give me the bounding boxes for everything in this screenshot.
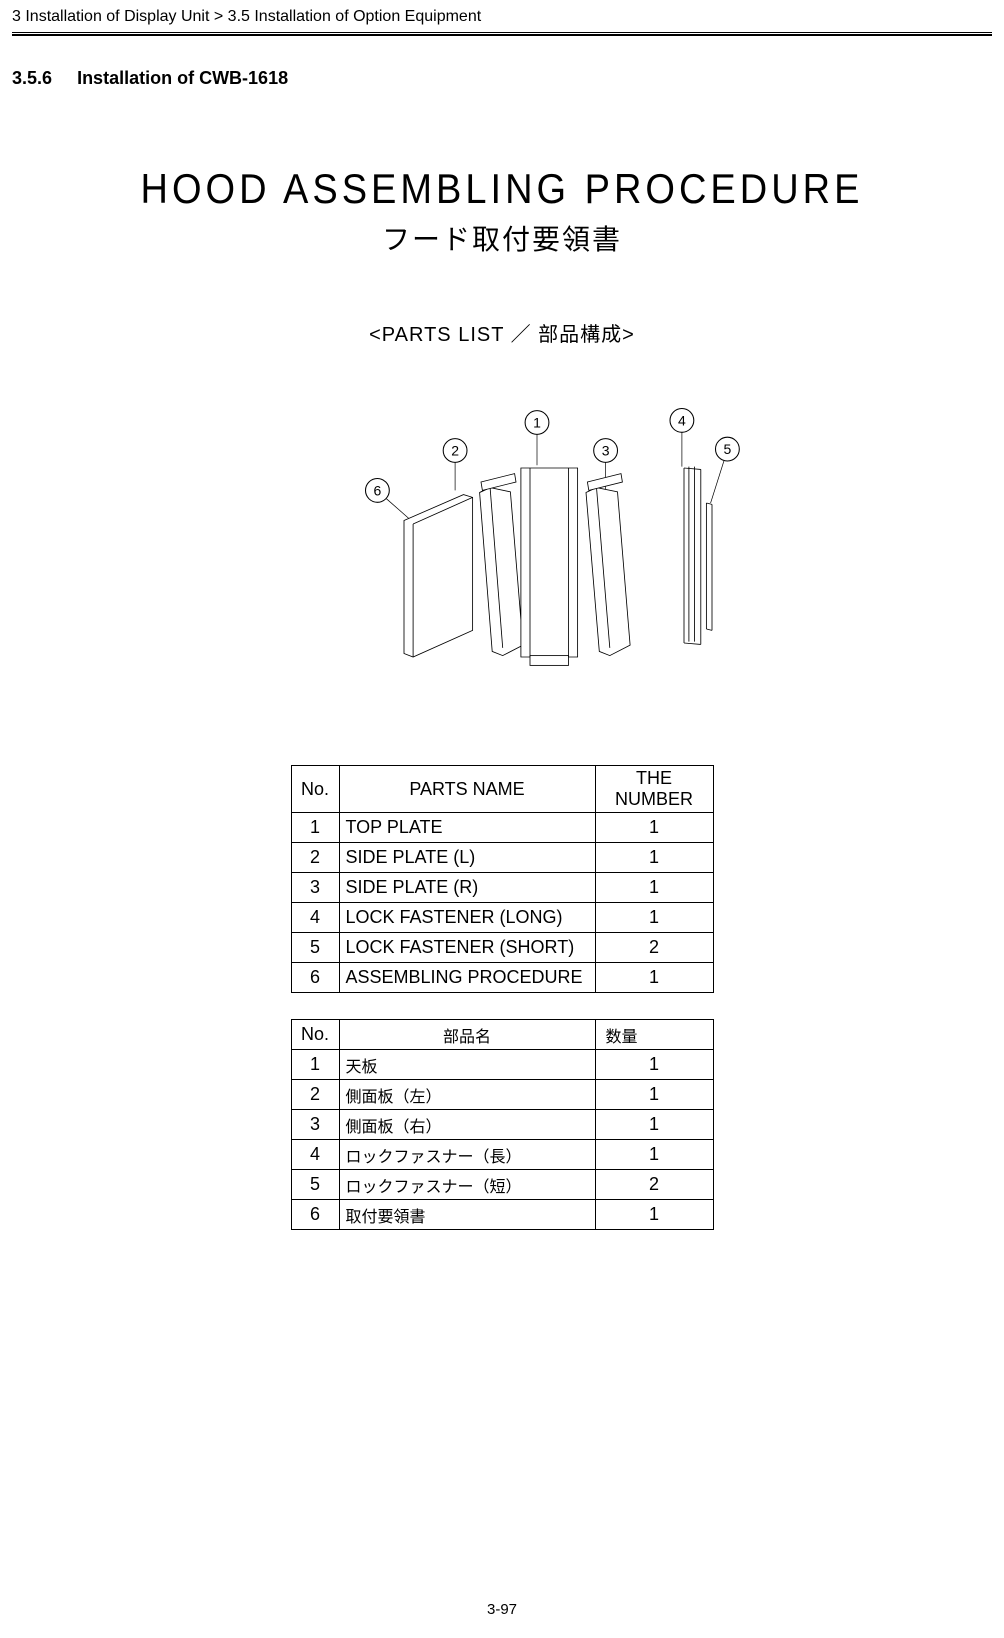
callout-5: 5: [711, 437, 740, 503]
table-row: 3 側面板（右） 1: [291, 1110, 713, 1140]
section-number: 3.5.6: [12, 68, 52, 88]
part-2-shape: [480, 474, 523, 656]
table-row: 1 TOP PLATE 1: [291, 813, 713, 843]
main-title: HOOD ASSEMBLING PROCEDURE フード取付要領書: [12, 169, 992, 258]
part-6-shape: [404, 495, 473, 657]
table-row: 5 LOCK FASTENER (SHORT) 2: [291, 933, 713, 963]
part-4-5-shape: [684, 467, 712, 645]
header-no-jp: No.: [291, 1020, 339, 1050]
part-1-shape: [521, 468, 578, 665]
table-header-row: No. 部品名 数量: [291, 1020, 713, 1050]
table-row: 6 取付要領書 1: [291, 1200, 713, 1230]
table-row: 4 ロックファスナー（長） 1: [291, 1140, 713, 1170]
svg-text:2: 2: [451, 442, 459, 458]
header-no: No.: [291, 766, 339, 813]
page-number: 3-97: [0, 1601, 1004, 1618]
part-3-shape: [586, 474, 630, 656]
table-row: 5 ロックファスナー（短） 2: [291, 1170, 713, 1200]
table-row: 2 SIDE PLATE (L) 1: [291, 843, 713, 873]
parts-list-label: <PARTS LIST ／ 部品構成>: [12, 318, 992, 347]
parts-table-japanese: No. 部品名 数量 1 天板 1 2 側面板（左） 1 3 側面板（右） 1 …: [291, 1019, 714, 1230]
tables-container: No. PARTS NAME THE NUMBER 1 TOP PLATE 1 …: [12, 765, 992, 1230]
header-parts-name-jp: 部品名: [339, 1020, 595, 1050]
table-row: 6 ASSEMBLING PROCEDURE 1: [291, 963, 713, 993]
section-title: Installation of CWB-1618: [77, 68, 288, 88]
callout-4: 4: [670, 409, 694, 467]
table-row: 3 SIDE PLATE (R) 1: [291, 873, 713, 903]
parts-diagram: 1 2 3 4 5 6: [222, 365, 782, 725]
title-japanese: フード取付要領書: [12, 218, 992, 258]
callout-2: 2: [443, 439, 467, 491]
callout-1: 1: [525, 411, 549, 466]
svg-text:1: 1: [533, 414, 541, 430]
parts-table-english: No. PARTS NAME THE NUMBER 1 TOP PLATE 1 …: [291, 765, 714, 993]
table-row: 1 天板 1: [291, 1050, 713, 1080]
header-number-jp: 数量: [595, 1020, 713, 1050]
svg-text:4: 4: [678, 412, 686, 428]
header-parts-name: PARTS NAME: [339, 766, 595, 813]
svg-text:6: 6: [374, 482, 382, 498]
svg-text:5: 5: [724, 441, 732, 457]
section-heading: 3.5.6 Installation of CWB-1618: [12, 68, 992, 89]
table-row: 4 LOCK FASTENER (LONG) 1: [291, 903, 713, 933]
title-english: HOOD ASSEMBLING PROCEDURE: [12, 167, 992, 214]
callout-6: 6: [366, 479, 410, 520]
breadcrumb: 3 Installation of Display Unit > 3.5 Ins…: [12, 0, 992, 32]
svg-text:3: 3: [602, 442, 610, 458]
header-number: THE NUMBER: [595, 766, 713, 813]
table-row: 2 側面板（左） 1: [291, 1080, 713, 1110]
header-divider: [12, 32, 992, 36]
table-header-row: No. PARTS NAME THE NUMBER: [291, 766, 713, 813]
